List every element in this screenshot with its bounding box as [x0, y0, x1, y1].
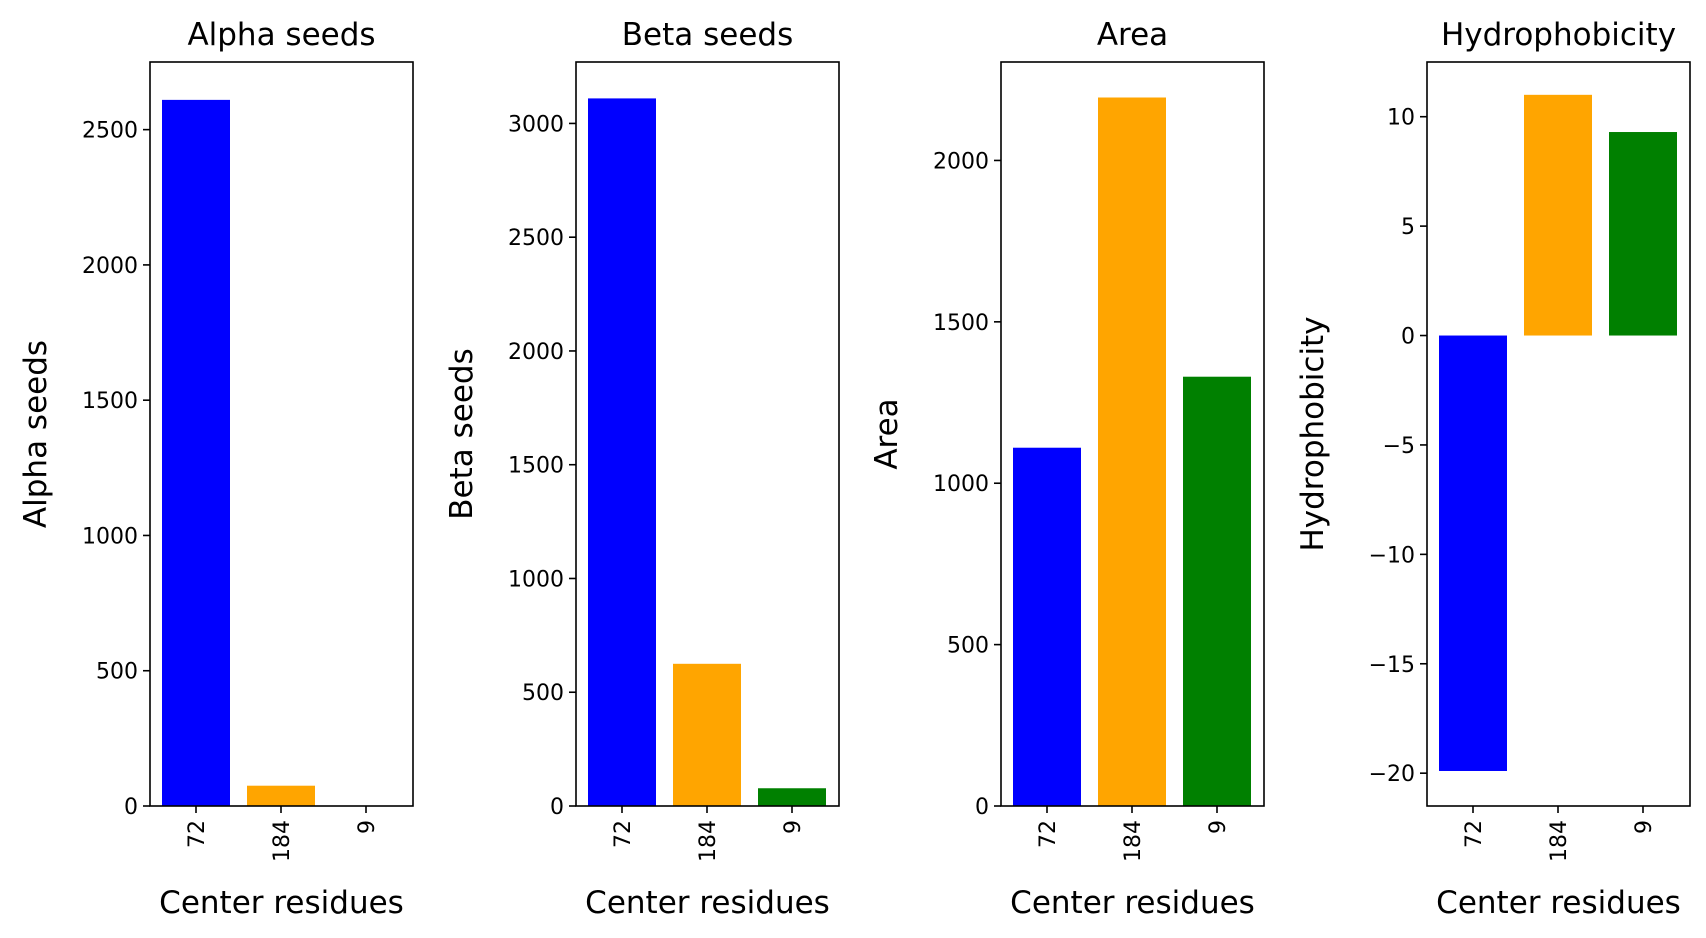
x-tick-label-72: 72: [1462, 820, 1487, 848]
x-tick-label-184: 184: [270, 820, 295, 862]
y-tick-label: −15: [1369, 653, 1415, 678]
x-tick-label-184: 184: [1547, 820, 1572, 862]
y-axis-label: Beta seeds: [444, 348, 480, 519]
bar-9: [1609, 132, 1677, 336]
panel-title: Beta seeds: [622, 17, 793, 53]
x-tick-label-184: 184: [696, 820, 721, 862]
y-tick-label: 10: [1387, 106, 1415, 131]
panel-title: Alpha seeds: [187, 17, 375, 53]
bar-184: [247, 785, 315, 806]
y-tick-label: 0: [1401, 325, 1415, 350]
y-tick-label: −5: [1383, 434, 1415, 459]
x-tick-label-72: 72: [185, 820, 210, 848]
y-tick-label: 5: [1401, 215, 1415, 240]
y-tick-label: 2000: [508, 340, 564, 365]
panel-title: Hydrophobicity: [1441, 17, 1676, 53]
y-tick-label: 500: [947, 634, 989, 659]
y-axis-label: Alpha seeds: [18, 340, 54, 528]
bar-72: [1013, 447, 1081, 806]
bar-72: [1439, 335, 1507, 771]
x-tick-label-9: 9: [355, 820, 380, 834]
y-tick-label: 0: [975, 795, 989, 820]
y-tick-label: 500: [96, 660, 138, 685]
y-tick-label: −10: [1369, 543, 1415, 568]
y-tick-label: 1500: [933, 311, 989, 336]
x-tick-label-9: 9: [781, 820, 806, 834]
panel-title: Area: [1097, 17, 1168, 53]
y-tick-label: 2000: [933, 149, 989, 174]
x-axis-label: Center residues: [585, 885, 830, 921]
y-axis-label: Hydrophobicity: [1295, 316, 1331, 551]
x-axis-label: Center residues: [159, 885, 404, 921]
y-tick-label: 0: [550, 795, 564, 820]
y-tick-label: 1500: [82, 389, 138, 414]
y-tick-label: 1000: [82, 524, 138, 549]
y-tick-label: −20: [1369, 762, 1415, 787]
x-tick-label-9: 9: [1632, 820, 1657, 834]
x-axis-label: Center residues: [1436, 885, 1681, 921]
x-tick-label-72: 72: [611, 820, 636, 848]
x-axis-label: Center residues: [1010, 885, 1255, 921]
panel-alpha-seeds: 0 500 1000 1500 2000 2500 72 184 9 Alpha seeds Cen…: [18, 17, 414, 921]
y-tick-label: 500: [522, 681, 564, 706]
bar-72: [588, 98, 656, 806]
bar-72: [162, 99, 230, 807]
bar-184: [1098, 97, 1166, 806]
y-tick-label: 1500: [508, 454, 564, 479]
y-tick-label: 2500: [508, 226, 564, 251]
y-tick-label: 3000: [508, 112, 564, 137]
panel-beta-seeds: 0 500 1000 1500 2000 2500 3000 72 184 9 Beta seeds…: [444, 17, 840, 921]
x-tick-label-72: 72: [1036, 820, 1061, 848]
y-axis-label: Area: [869, 398, 905, 469]
y-tick-label: 1000: [933, 472, 989, 497]
y-tick-label: 1000: [508, 567, 564, 592]
bar-9: [1183, 376, 1251, 806]
y-tick-label: 0: [124, 795, 138, 820]
x-tick-label-9: 9: [1206, 820, 1231, 834]
y-tick-label: 2500: [82, 119, 138, 144]
y-tick-label: 2000: [82, 254, 138, 279]
bar-184: [1524, 94, 1592, 336]
panel-area: 0 500 1000 1500 2000 72 184 9 Area Center residue…: [869, 17, 1265, 921]
bar-184: [673, 663, 741, 806]
x-tick-label-184: 184: [1121, 820, 1146, 862]
bar-9: [758, 788, 826, 806]
panel-hydrophobicity: −20 −15 −10 −5 0 5 10 72 184 9 Hydrophobicity Cente…: [1295, 17, 1691, 921]
